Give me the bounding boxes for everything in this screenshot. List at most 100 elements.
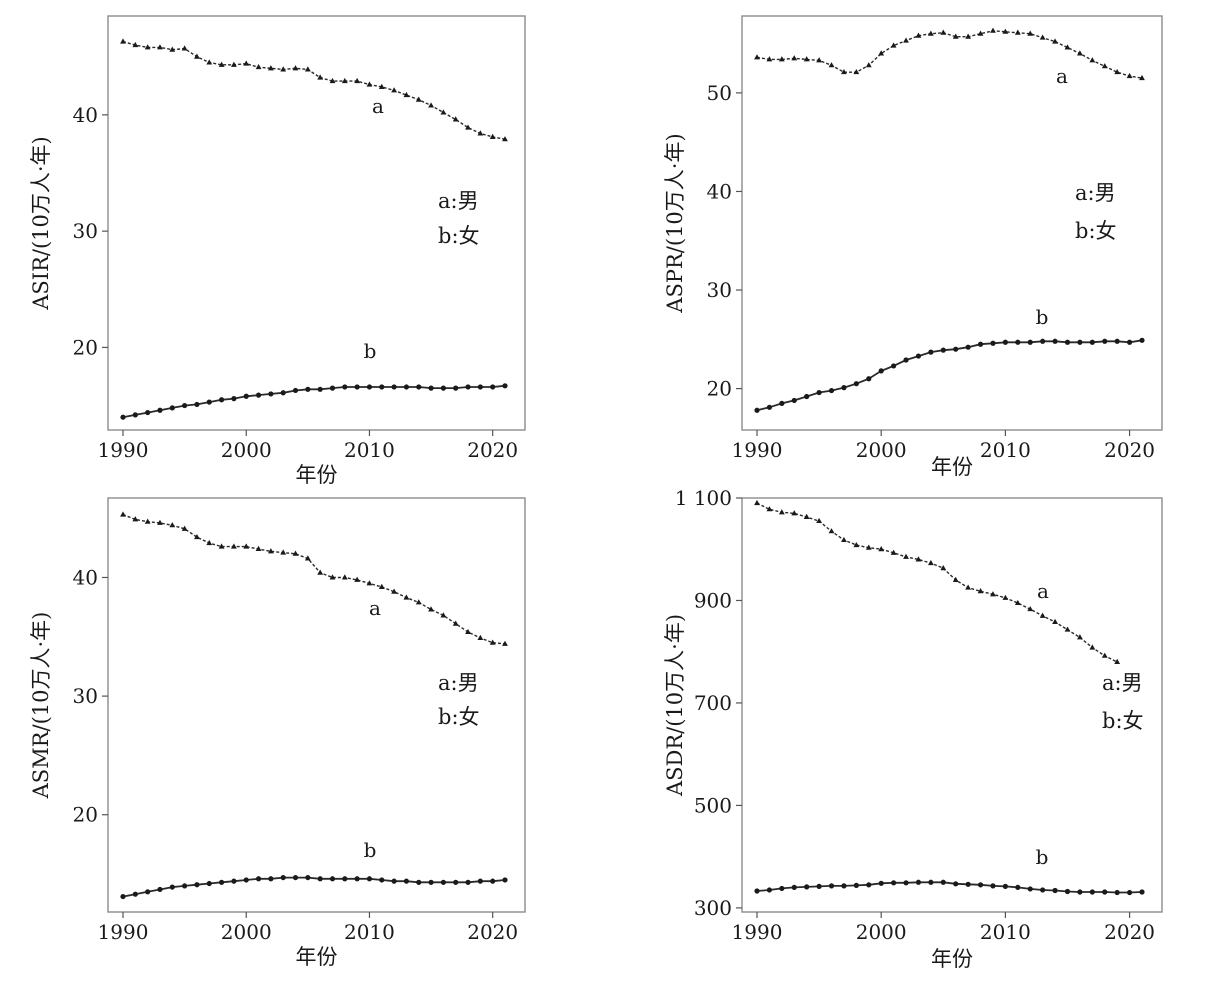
y-tick-label: 30 bbox=[707, 278, 732, 302]
series-annotation-b: b bbox=[1036, 305, 1049, 329]
data-point-a bbox=[169, 46, 176, 52]
data-point-a bbox=[1027, 30, 1034, 36]
data-point-a bbox=[329, 77, 336, 84]
data-point-b bbox=[754, 407, 760, 413]
data-point-b bbox=[391, 384, 397, 390]
data-point-a bbox=[231, 543, 237, 549]
data-point-b bbox=[791, 884, 797, 891]
data-point-a bbox=[502, 640, 508, 646]
data-point-a bbox=[415, 96, 422, 102]
x-tick-label: 1990 bbox=[732, 920, 783, 944]
data-point-a bbox=[157, 519, 163, 525]
data-point-b bbox=[354, 876, 360, 882]
data-point-b bbox=[766, 404, 773, 410]
data-point-b bbox=[866, 376, 872, 382]
data-point-b bbox=[305, 874, 311, 881]
data-point-b bbox=[428, 385, 434, 391]
data-point-b bbox=[928, 349, 934, 355]
y-tick-label: 1 100 bbox=[675, 486, 732, 510]
data-point-a bbox=[778, 509, 785, 515]
y-tick-label: 900 bbox=[694, 588, 732, 612]
data-point-b bbox=[866, 882, 872, 888]
x-axis-title: 年份 bbox=[931, 947, 973, 971]
x-tick-label: 2010 bbox=[980, 438, 1031, 462]
data-point-a bbox=[927, 30, 934, 36]
data-point-a bbox=[952, 33, 959, 39]
data-point-b bbox=[366, 876, 373, 882]
x-tick-label: 1990 bbox=[732, 438, 783, 462]
data-point-b bbox=[329, 385, 336, 391]
x-tick-label: 2010 bbox=[344, 920, 395, 944]
data-point-a bbox=[465, 124, 471, 130]
data-point-a bbox=[292, 65, 299, 71]
data-point-b bbox=[1015, 339, 1021, 345]
data-point-a bbox=[1002, 594, 1009, 600]
data-point-a bbox=[465, 628, 471, 635]
data-point-a bbox=[853, 541, 860, 548]
plot-frame bbox=[741, 15, 1163, 431]
legend-entry-b: b:女 bbox=[1075, 219, 1117, 243]
data-point-a bbox=[965, 33, 972, 39]
data-point-b bbox=[231, 878, 237, 884]
data-point-a bbox=[243, 60, 250, 66]
data-point-a bbox=[791, 55, 798, 61]
data-point-b bbox=[120, 414, 126, 420]
series-annotation-a: a bbox=[369, 596, 381, 620]
x-tick-label: 2020 bbox=[1104, 920, 1155, 944]
data-point-a bbox=[255, 63, 262, 70]
data-point-a bbox=[841, 536, 847, 543]
data-point-a bbox=[255, 545, 262, 552]
data-point-a bbox=[120, 38, 126, 44]
data-point-b bbox=[379, 384, 385, 390]
data-point-b bbox=[305, 386, 311, 392]
data-point-b bbox=[766, 887, 773, 893]
data-point-a bbox=[1077, 50, 1083, 56]
data-point-a bbox=[865, 62, 872, 68]
data-point-a bbox=[816, 57, 822, 63]
data-point-b bbox=[841, 385, 847, 391]
data-point-b bbox=[1002, 339, 1008, 345]
series-line-b bbox=[756, 339, 1143, 412]
data-point-b bbox=[1114, 338, 1120, 344]
plot-frame bbox=[107, 497, 526, 913]
data-point-b bbox=[206, 880, 212, 887]
y-tick-label: 500 bbox=[694, 793, 732, 817]
data-point-a bbox=[778, 56, 785, 62]
data-point-a bbox=[329, 574, 336, 580]
data-point-a bbox=[803, 513, 810, 519]
data-point-a bbox=[766, 56, 773, 62]
data-point-a bbox=[181, 525, 188, 531]
data-point-b bbox=[1139, 889, 1145, 895]
series-annotation-a: a bbox=[1056, 64, 1068, 88]
data-point-b bbox=[828, 387, 835, 394]
data-point-a bbox=[132, 516, 139, 522]
y-tick-label: 30 bbox=[73, 684, 98, 708]
data-point-b bbox=[280, 390, 286, 396]
data-point-a bbox=[890, 549, 897, 555]
data-point-b bbox=[878, 368, 884, 374]
data-point-b bbox=[804, 393, 810, 400]
data-point-b bbox=[804, 884, 810, 890]
data-point-b bbox=[403, 878, 410, 884]
data-point-a bbox=[477, 130, 484, 136]
data-point-b bbox=[268, 876, 274, 882]
data-point-b bbox=[280, 874, 286, 881]
data-point-b bbox=[317, 386, 323, 392]
data-point-a bbox=[231, 61, 237, 67]
data-point-b bbox=[403, 384, 410, 390]
x-tick-label: 2020 bbox=[1104, 438, 1155, 462]
data-point-a bbox=[1002, 28, 1009, 34]
data-point-a bbox=[366, 81, 373, 87]
data-point-b bbox=[1040, 887, 1046, 893]
data-point-b bbox=[490, 384, 496, 390]
data-point-a bbox=[841, 68, 847, 75]
data-point-b bbox=[816, 883, 822, 889]
data-point-a bbox=[853, 68, 860, 75]
data-point-b bbox=[465, 879, 471, 885]
data-point-b bbox=[953, 346, 959, 352]
data-point-b bbox=[218, 879, 225, 885]
data-point-b bbox=[891, 880, 897, 886]
data-point-a bbox=[267, 548, 274, 554]
x-tick-label: 2000 bbox=[856, 438, 907, 462]
